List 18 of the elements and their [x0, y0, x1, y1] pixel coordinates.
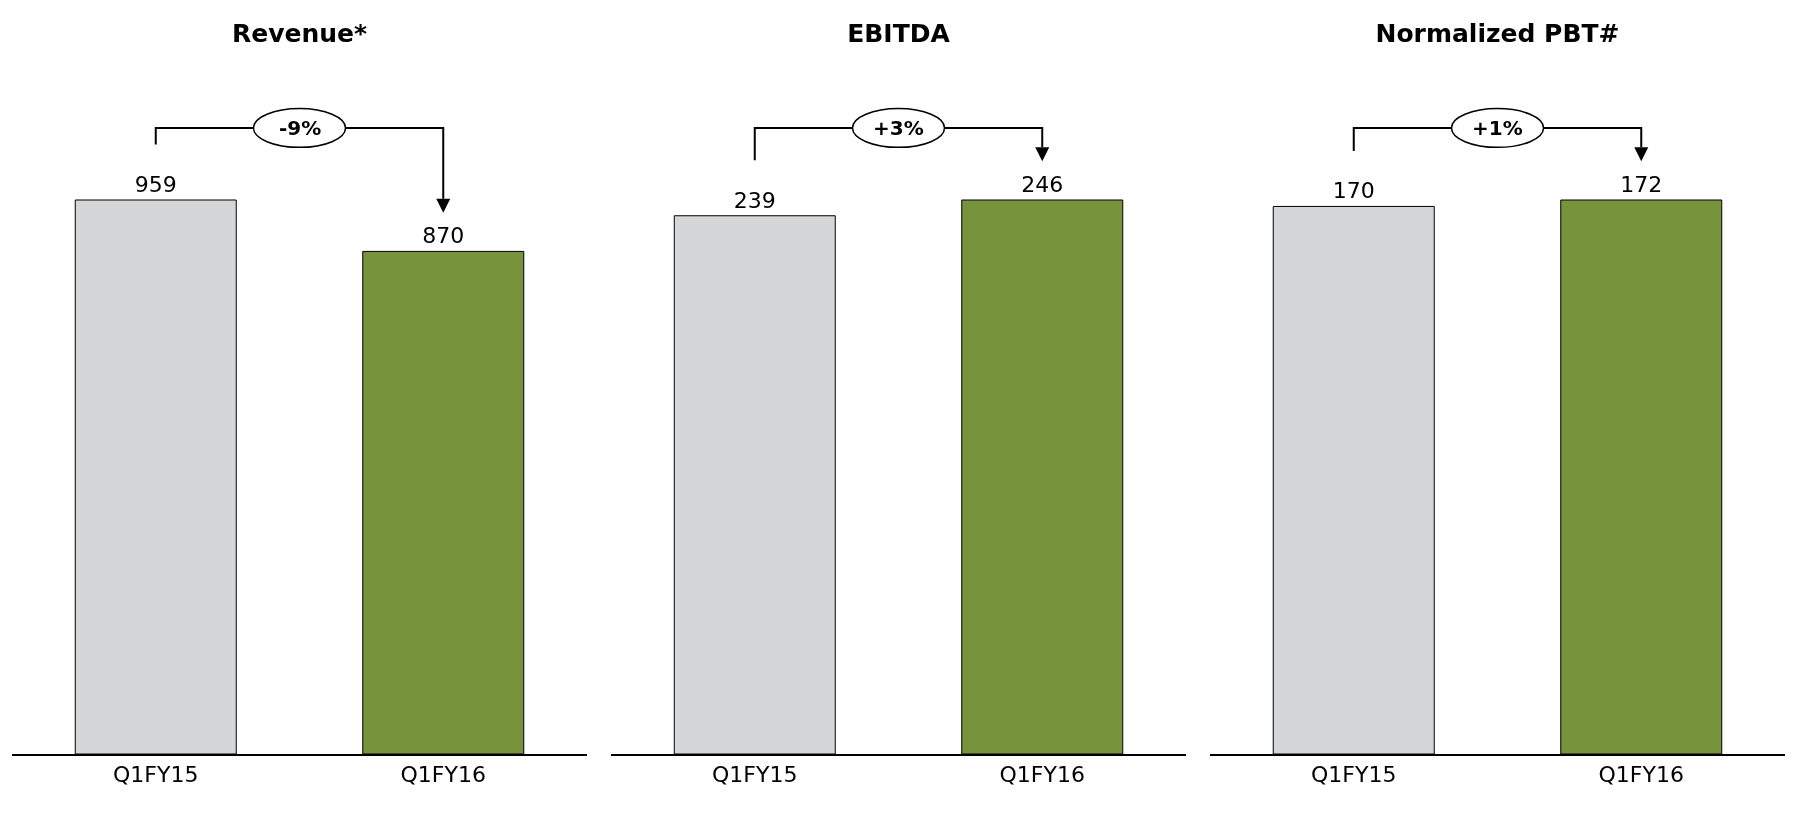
text: +3%	[873, 116, 924, 140]
chart-title: Normalized PBT#	[1375, 18, 1620, 48]
text: +1%	[1472, 116, 1523, 140]
x-tick-label: Q1FY15	[712, 761, 798, 787]
chart-title: Revenue*	[231, 18, 368, 48]
data-label: 172	[1620, 172, 1663, 197]
x-tick-label: Q1FY15	[113, 761, 199, 787]
data-label: 959	[134, 172, 177, 197]
data-label: 239	[733, 187, 776, 213]
data-label: 870	[422, 223, 465, 249]
chart-title: EBITDA	[847, 18, 951, 48]
data-label: 170	[1332, 178, 1375, 204]
x-tick-label: Q1FY16	[1598, 761, 1684, 787]
data-label: 246	[1021, 172, 1064, 197]
x-tick-label: Q1FY16	[999, 761, 1085, 787]
x-tick-label: Q1FY15	[1311, 761, 1397, 787]
text: -9%	[279, 116, 322, 140]
x-tick-label: Q1FY16	[400, 761, 486, 787]
